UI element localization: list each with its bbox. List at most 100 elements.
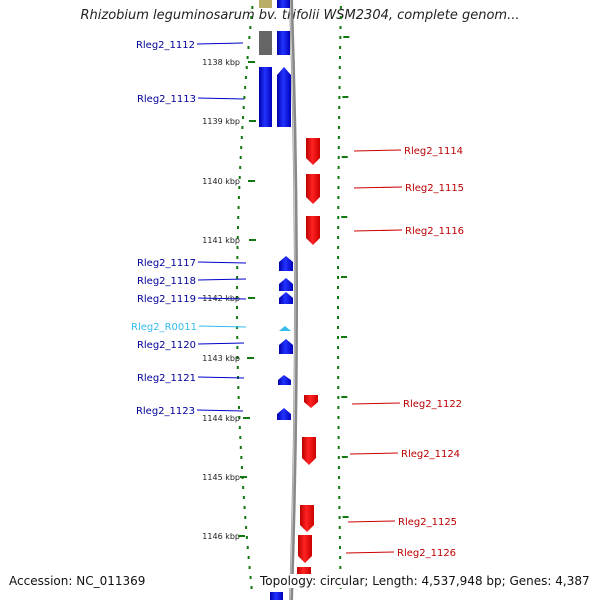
tick-dot-right	[338, 516, 341, 519]
tick-dot-right	[337, 266, 340, 269]
gene-shape-rleg2-1113a[interactable]	[259, 67, 272, 127]
right-gene-labels[interactable]: Rleg2_1114 Rleg2_1115 Rleg2_1116 Rleg2_1122…	[345, 146, 464, 559]
gene-shape-rleg2-r0011[interactable]	[279, 326, 291, 331]
kbp-tick	[238, 535, 245, 537]
gene-label-rleg2-1121[interactable]: Rleg2_1121	[137, 373, 196, 384]
tick-dot-right	[337, 176, 340, 179]
kbp-tick	[248, 180, 255, 182]
gene-shape-rleg2-1126[interactable]	[298, 535, 312, 563]
kbp-tick	[249, 120, 256, 122]
gene-connector-rleg2-r0011	[198, 325, 247, 328]
gene-label-rleg2-1116[interactable]: Rleg2_1116	[405, 226, 464, 237]
gene-label-rleg2-1114[interactable]: Rleg2_1114	[404, 146, 463, 157]
gene-shape-rleg2-1125[interactable]	[300, 505, 314, 532]
tick-dot-left	[239, 166, 242, 169]
tick-dot-right	[337, 156, 340, 159]
tick-major-right	[342, 516, 349, 518]
tick-dot-right	[339, 46, 342, 49]
kbp-tick	[248, 297, 255, 299]
grey-feature-top	[259, 31, 272, 55]
tick-dot-right	[337, 346, 340, 349]
tick-dot-left	[245, 66, 248, 69]
gene-shape-rleg2-1118[interactable]	[279, 278, 293, 291]
reverse-gene-track[interactable]	[297, 138, 320, 587]
tick-dot-left	[242, 116, 245, 119]
gene-shape-rleg2-1116[interactable]	[306, 216, 320, 245]
olive-feature-top	[259, 0, 272, 8]
tick-major-right	[343, 36, 350, 38]
tick-dot-right	[337, 466, 340, 469]
gene-label-rleg2-1125[interactable]: Rleg2_1125	[398, 517, 457, 528]
gene-label-rleg2-1120[interactable]: Rleg2_1120	[137, 340, 196, 351]
tick-dot-right	[337, 296, 340, 299]
tick-dot-left	[236, 356, 239, 359]
gene-label-rleg2-1113[interactable]: Rleg2_1113	[137, 94, 196, 105]
tick-dot-left	[236, 326, 239, 329]
gene-shape-rleg2-1122[interactable]	[304, 395, 318, 408]
kbp-label: 1143 kbp	[202, 354, 240, 363]
tick-dot-right	[339, 16, 342, 19]
gene-label-rleg2-1112[interactable]: Rleg2_1112	[136, 40, 195, 51]
tick-dot-right	[337, 336, 340, 339]
tick-dot-left	[238, 186, 241, 189]
gene-label-rleg2-r0011[interactable]: Rleg2_R0011	[131, 322, 197, 333]
tick-dot-left	[244, 86, 247, 89]
gene-label-rleg2-1117[interactable]: Rleg2_1117	[137, 258, 196, 269]
tick-dot-left	[236, 266, 239, 269]
tick-dot-left	[237, 206, 240, 209]
tick-dot-left	[247, 46, 250, 49]
gene-shape-rleg2-1117[interactable]	[279, 256, 293, 271]
kbp-label: 1141 kbp	[202, 236, 240, 245]
left-gene-labels[interactable]: Rleg2_1112 Rleg2_1113 Rleg2_1117 Rleg2_1118…	[131, 40, 247, 417]
tick-dot-right	[338, 76, 341, 79]
tick-dot-right	[337, 226, 340, 229]
forward-gene-track[interactable]	[259, 0, 293, 600]
gene-label-rleg2-1126[interactable]: Rleg2_1126	[397, 548, 456, 559]
gene-label-rleg2-1118[interactable]: Rleg2_1118	[137, 276, 196, 287]
tick-dot-left	[240, 136, 243, 139]
tick-dot-left	[248, 566, 251, 569]
tick-dot-left	[236, 306, 239, 309]
tick-dot-left	[238, 176, 241, 179]
gene-shape-rleg2-1113b[interactable]	[277, 67, 291, 127]
gene-label-rleg2-1119[interactable]: Rleg2_1119	[137, 294, 196, 305]
tick-dot-left	[237, 216, 240, 219]
genome-backbone-highlight	[289, 0, 296, 600]
gene-shape-rleg2-1120[interactable]	[279, 339, 293, 354]
tick-dot-left	[236, 316, 239, 319]
gene-shape-rleg2-1119[interactable]	[279, 292, 293, 304]
tick-dot-right	[337, 286, 340, 289]
tick-major-right	[341, 456, 348, 458]
gene-connector-rleg2-1124	[349, 452, 399, 455]
tick-dot-left	[242, 496, 245, 499]
gene-connector-rleg2-1125	[347, 520, 396, 523]
gene-label-rleg2-1122[interactable]: Rleg2_1122	[403, 399, 462, 410]
gene-label-rleg2-1123[interactable]: Rleg2_1123	[136, 406, 195, 417]
tick-dot-right	[337, 396, 340, 399]
tick-dot-left	[236, 346, 239, 349]
tick-major-right	[342, 96, 349, 98]
gene-shape-rleg2-1123[interactable]	[277, 408, 291, 420]
gene-shape-rleg2-1115[interactable]	[306, 174, 320, 204]
gene-label-rleg2-1124[interactable]: Rleg2_1124	[401, 449, 460, 460]
gene-shape-rleg2-1112[interactable]	[277, 31, 290, 55]
tick-dot-right	[337, 456, 340, 459]
tick-dot-left	[246, 546, 249, 549]
tick-dot-right	[337, 326, 340, 329]
tick-dot-left	[236, 286, 239, 289]
gene-shape-rleg2-1121[interactable]	[278, 375, 291, 385]
tick-dot-right	[338, 96, 341, 99]
gene-label-rleg2-1115[interactable]: Rleg2_1115	[405, 183, 464, 194]
tick-dot-left	[248, 36, 251, 39]
tick-dot-left	[246, 56, 249, 59]
kbp-label: 1145 kbp	[202, 473, 240, 482]
kbp-tick	[247, 357, 254, 359]
tick-dot-left	[236, 226, 239, 229]
tick-dot-right	[337, 356, 340, 359]
gene-shape-rleg2-1124[interactable]	[302, 437, 316, 465]
gene-connector-rleg2-1126	[345, 551, 395, 554]
tick-dot-left	[249, 576, 252, 579]
tick-dot-right	[337, 186, 340, 189]
gene-shape-rleg2-1114[interactable]	[306, 138, 320, 165]
